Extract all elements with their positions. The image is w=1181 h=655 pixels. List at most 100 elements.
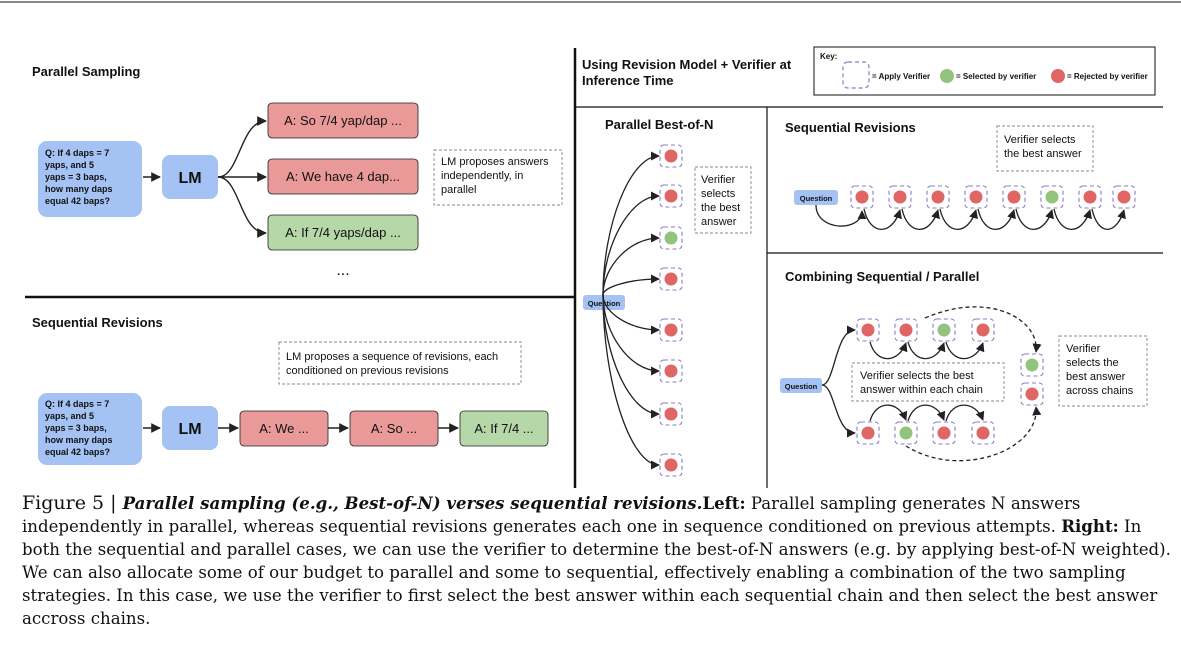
answer-box-rejected — [267, 158, 419, 195]
caption-right-label: Right: — [1061, 516, 1119, 536]
arrow — [905, 406, 1042, 462]
arrow — [977, 208, 1016, 230]
apply-verifier-box — [659, 226, 683, 250]
question-line: yaps, and 5 — [45, 160, 94, 170]
rejected-dot — [861, 426, 875, 440]
key-apply-verifier-swatch — [842, 61, 870, 89]
key-rejected-label: = Rejected by verifier — [1067, 72, 1148, 81]
verifier-node-rejected — [659, 144, 683, 168]
key-box — [813, 46, 1156, 96]
key-rejected-swatch — [1051, 69, 1065, 83]
question-line: equal 42 baps? — [45, 196, 110, 206]
note-line: conditioned on previous revisions — [286, 365, 449, 377]
verifier-node-selected — [894, 421, 918, 445]
revision-text: A: We ... — [259, 421, 309, 436]
verifier-node-selected — [1040, 185, 1064, 209]
header-line: Inference Time — [582, 73, 674, 88]
rejected-dot — [937, 426, 951, 440]
right-sequential-revisions-panel: Sequential Revisions Verifier selects th… — [785, 120, 1136, 230]
header-line: Using Revision Model + Verifier at — [582, 57, 792, 72]
verifier-node-rejected — [932, 421, 956, 445]
rejected-dot — [861, 323, 875, 337]
apply-verifier-box — [894, 318, 918, 342]
figure-number: Figure 5 | — [22, 492, 123, 514]
arrow — [602, 274, 660, 296]
rejected-dot — [1007, 190, 1021, 204]
lm-box — [162, 155, 218, 199]
note-box — [996, 125, 1094, 172]
revision-box-selected — [459, 410, 549, 447]
rejected-dot — [664, 272, 678, 286]
note-line: answer — [701, 216, 737, 228]
answer-box-rejected — [267, 102, 419, 139]
arrow — [945, 404, 985, 422]
question-label: Question — [800, 194, 833, 203]
arrow — [815, 204, 867, 227]
arrow — [924, 306, 1042, 353]
verifier-node-selected — [932, 318, 956, 342]
panel-title: Parallel Sampling — [32, 64, 140, 79]
apply-verifier-box — [659, 184, 683, 208]
apply-verifier-box — [932, 318, 956, 342]
question-line: Q: If 4 daps = 7 — [45, 399, 109, 409]
question-line: equal 42 baps? — [45, 447, 110, 457]
verifier-node-rejected — [659, 402, 683, 426]
apply-verifier-box — [850, 185, 874, 209]
note-line: LM proposes a sequence of revisions, eac… — [286, 351, 498, 363]
note-line: across chains — [1066, 385, 1134, 397]
rejected-dot — [855, 190, 869, 204]
caption-right-text: In both the sequential and parallel case… — [22, 517, 1171, 628]
arrow — [945, 341, 985, 360]
apply-verifier-box — [1112, 185, 1136, 209]
caption-left-text: Parallel sampling generates N answers in… — [22, 494, 1081, 536]
verifier-node-rejected — [1112, 185, 1136, 209]
rejected-dot — [664, 407, 678, 421]
apply-verifier-box — [971, 318, 995, 342]
arrow — [602, 191, 660, 296]
question-line: yaps = 3 baps, — [45, 423, 107, 433]
note-box — [1058, 335, 1148, 407]
apply-verifier-box — [659, 402, 683, 426]
verifier-node-rejected — [926, 185, 950, 209]
verifier-node-rejected — [856, 421, 880, 445]
apply-verifier-box — [932, 421, 956, 445]
note-box — [278, 341, 522, 385]
note-box — [694, 166, 752, 234]
rejected-dot — [664, 458, 678, 472]
note-line: Verifier selects — [1004, 134, 1076, 146]
rejected-dot — [893, 190, 907, 204]
verifier-node-rejected — [964, 185, 988, 209]
arrow — [869, 341, 908, 360]
verifier-node-rejected — [1020, 382, 1044, 406]
note-line: best answer — [1066, 371, 1126, 383]
arrow — [821, 384, 856, 438]
selected-dot — [899, 426, 913, 440]
arrow — [602, 294, 660, 335]
apply-verifier-box — [1002, 185, 1026, 209]
question-line: how many daps — [45, 184, 113, 194]
verifier-node-rejected — [971, 318, 995, 342]
verifier-node-rejected — [659, 184, 683, 208]
panel-title: Parallel Best-of-N — [605, 117, 713, 132]
lm-label: LM — [178, 170, 201, 187]
apply-verifier-box — [894, 421, 918, 445]
note-line: Verifier selects the best — [860, 370, 974, 382]
note-line: Verifier — [1066, 343, 1101, 355]
selected-dot — [1025, 358, 1039, 372]
rejected-dot — [976, 323, 990, 337]
apply-verifier-box — [1020, 382, 1044, 406]
verifier-node-rejected — [659, 267, 683, 291]
caption-left-label: Left: — [702, 493, 746, 513]
verifier-node-rejected — [888, 185, 912, 209]
question-box — [38, 393, 142, 465]
lm-box — [162, 406, 218, 450]
lm-label: LM — [178, 421, 201, 438]
arrow — [1091, 208, 1126, 230]
parallel-sampling-panel: Parallel Sampling Q: If 4 daps = 7 yaps,… — [32, 64, 563, 279]
note-line: the best — [701, 202, 740, 214]
branch-arrow — [217, 116, 267, 178]
selected-dot — [1045, 190, 1059, 204]
answer-text: A: So 7/4 yap/dap ... — [284, 113, 402, 128]
arrow — [869, 404, 908, 422]
note-line: parallel — [441, 184, 476, 196]
